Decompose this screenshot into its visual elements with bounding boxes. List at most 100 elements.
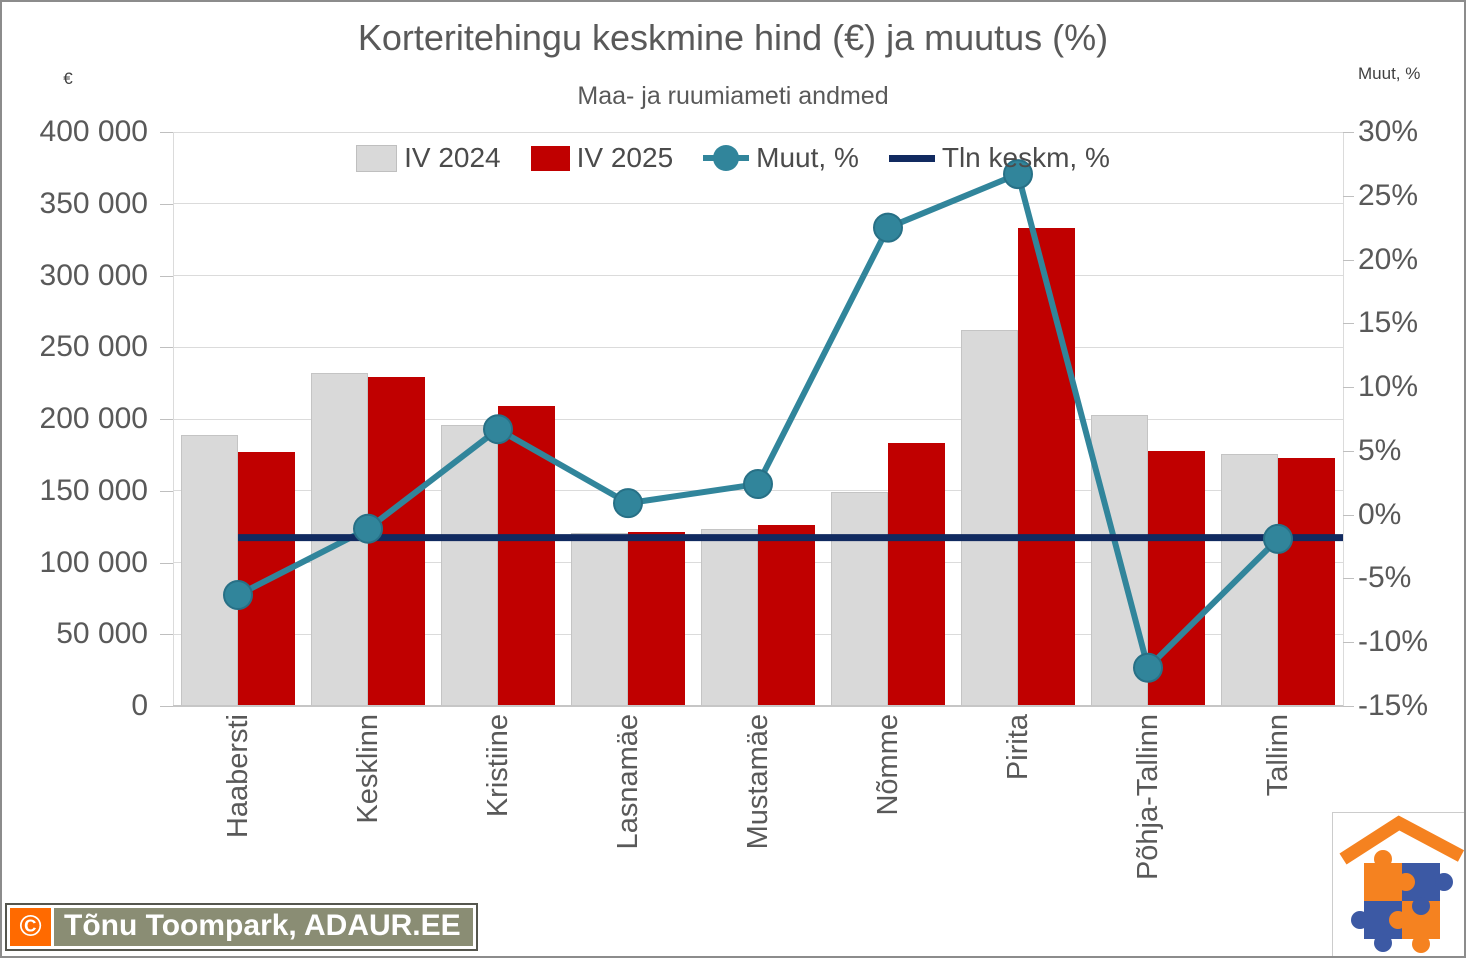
bar-iv2025-mustamae — [758, 525, 815, 706]
puzzle-tab — [1374, 850, 1392, 868]
puzzle-tab — [1412, 935, 1430, 953]
left-axis-tick-label: 50 000 — [56, 617, 148, 651]
puzzle-tab — [1351, 911, 1369, 929]
right-axis-tick — [1343, 387, 1354, 389]
gridline — [173, 203, 1343, 205]
legend-swatch-iv2025 — [530, 145, 570, 171]
legend-swatch-iv2024 — [356, 144, 398, 172]
bar-iv2025-tallinn — [1278, 457, 1335, 706]
left-axis-tick — [160, 347, 173, 349]
left-axis-tick-label: 0 — [131, 689, 148, 722]
gridline — [173, 275, 1343, 276]
right-axis-tick — [1343, 514, 1354, 516]
right-axis-tick — [1343, 323, 1354, 325]
x-axis-label-pirita: Pirita — [1002, 714, 1034, 781]
left-axis-tick — [160, 275, 173, 277]
legend-item-iv2024: IV 2024 — [356, 142, 501, 174]
right-axis-title: Muut, % — [1358, 64, 1421, 83]
bar-iv2025-nomme — [888, 443, 945, 706]
x-axis-label-nomme: Nõmme — [872, 714, 904, 816]
left-axis-tick-label: 150 000 — [39, 473, 148, 507]
right-axis-tick-label: 20% — [1358, 242, 1419, 276]
watermark-text: Tõnu Toompark, ADAUR.EE — [54, 908, 473, 946]
legend: IV 2024 IV 2025 Muut, % Tln keskm, % — [0, 142, 1466, 174]
bar-iv2024-mustamae — [701, 529, 758, 706]
left-axis-tick-label: 350 000 — [39, 186, 148, 220]
puzzle-piece — [1364, 863, 1402, 901]
watermark-badge: © Tõnu Toompark, ADAUR.EE — [5, 903, 478, 951]
left-axis-tick — [160, 419, 173, 420]
x-axis-label-tallinn: Tallinn — [1262, 714, 1294, 797]
left-axis-tick — [160, 132, 173, 133]
right-axis-tick — [1343, 195, 1354, 197]
gridline — [173, 131, 1343, 133]
muut-marker-lasnamae — [613, 488, 643, 519]
bar-iv2025-pirita — [1018, 228, 1075, 706]
puzzle-tab — [1397, 873, 1415, 891]
left-axis-tick-label: 200 000 — [39, 402, 148, 435]
right-axis-tick — [1343, 642, 1354, 644]
right-axis-tick-label: -5% — [1358, 561, 1412, 595]
bar-iv2025-kristiine — [498, 406, 555, 706]
watermark-inner: © Tõnu Toompark, ADAUR.EE — [7, 905, 476, 949]
left-axis-tick — [160, 562, 173, 564]
bar-iv2024-lasnamae — [571, 533, 628, 706]
right-axis-tick-label: -15% — [1358, 689, 1429, 722]
adaur-logo — [1332, 812, 1465, 957]
roof-icon — [1339, 815, 1465, 865]
left-axis-line — [173, 132, 174, 706]
right-axis-tick-label: 5% — [1358, 433, 1402, 467]
chart-title: Korteritehingu keskmine hind (€) ja muut… — [357, 17, 1109, 58]
left-axis-tick — [160, 634, 173, 636]
puzzle-tab — [1435, 873, 1453, 891]
x-axis-label-pohja-tallinn: Põhja-Tallinn — [1132, 714, 1164, 881]
bar-iv2024-pirita — [961, 330, 1018, 706]
puzzle-tab — [1389, 911, 1407, 929]
left-axis-tick-label: 250 000 — [39, 330, 148, 364]
legend-item-tln-keskm: Tln keskm, % — [888, 142, 1110, 174]
copyright-icon: © — [10, 908, 54, 946]
puzzle-tab — [1412, 897, 1430, 915]
right-axis-tick — [1343, 706, 1354, 707]
bar-iv2025-pohja-tallinn — [1148, 450, 1205, 706]
right-axis-tick — [1343, 132, 1354, 133]
right-axis-tick — [1343, 259, 1354, 261]
puzzle-tab — [1374, 934, 1392, 952]
x-axis-line — [173, 705, 1343, 707]
legend-label-tln-keskm: Tln keskm, % — [941, 142, 1110, 173]
right-axis-tick-label: 15% — [1358, 306, 1419, 340]
house-puzzle-logo-icon — [1339, 815, 1465, 953]
left-axis-tick — [160, 203, 173, 205]
right-axis-tick-label: 30% — [1358, 115, 1419, 148]
right-axis-tick-label: 10% — [1358, 370, 1419, 404]
gridline — [173, 346, 1343, 348]
bar-iv2024-tallinn — [1221, 454, 1278, 706]
chart-subtitle: Maa- ja ruumiameti andmed — [577, 82, 889, 110]
left-axis-tick-label: 400 000 — [39, 115, 148, 148]
right-axis-tick — [1343, 450, 1354, 452]
legend-label-iv2024: IV 2024 — [404, 142, 501, 173]
right-axis-tick-label: 25% — [1358, 178, 1419, 212]
bar-iv2025-lasnamae — [628, 531, 685, 706]
legend-item-muut: Muut, % — [703, 142, 859, 174]
bar-iv2024-kristiine — [441, 425, 498, 706]
right-axis-line — [1343, 132, 1344, 706]
bar-iv2024-nomme — [831, 492, 888, 706]
right-axis-tick — [1343, 578, 1354, 580]
bar-iv2024-pohja-tallinn — [1091, 415, 1148, 706]
right-axis-tick-label: 0% — [1358, 497, 1402, 531]
legend-swatch-muut — [703, 144, 750, 172]
legend-item-iv2025: IV 2025 — [530, 142, 673, 174]
x-axis-label-mustamae: Mustamäe — [742, 714, 774, 850]
left-axis-tick — [160, 706, 173, 707]
left-axis-tick-label: 300 000 — [39, 258, 148, 292]
x-axis-label-kristiine: Kristiine — [482, 714, 514, 818]
legend-swatch-tln-keskm — [888, 154, 935, 162]
bar-iv2025-haabersti — [238, 452, 295, 706]
muut-marker-nomme — [873, 212, 903, 243]
bar-iv2024-kesklinn — [311, 373, 368, 706]
x-axis-label-lasnamae: Lasnamäe — [612, 714, 644, 850]
muut-marker-mustamae — [743, 469, 773, 500]
left-axis-title: € — [63, 69, 73, 88]
